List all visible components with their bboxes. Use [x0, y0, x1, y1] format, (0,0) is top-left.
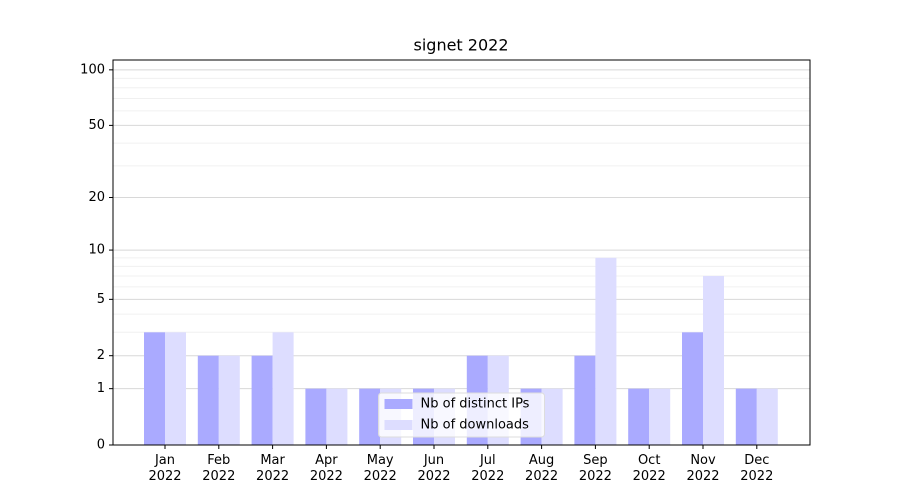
legend-swatch: [384, 399, 413, 409]
bar: [326, 388, 348, 445]
x-tick-label: Nov 2022: [686, 453, 720, 484]
legend: Nb of distinct IPs Nb of downloads: [378, 392, 545, 438]
plot-frame: [112, 59, 811, 446]
bar: [272, 332, 294, 445]
x-tick-label: Jun 2022: [417, 453, 451, 484]
bar: [703, 275, 724, 445]
bar: [541, 388, 563, 445]
x-tick-label: Jan 2022: [148, 453, 182, 484]
x-tick-label: May 2022: [363, 453, 397, 484]
bar: [735, 388, 757, 445]
x-tick-label: Jul 2022: [471, 453, 505, 484]
bar: [165, 332, 186, 445]
y-tick-label: 20: [88, 190, 105, 205]
bar: [649, 388, 671, 445]
x-tick-label: Mar 2022: [256, 453, 290, 484]
bar: [682, 332, 703, 445]
y-tick-label: 10: [88, 243, 105, 258]
x-tick-label: Apr 2022: [309, 453, 343, 484]
bar: [628, 388, 650, 445]
y-tick-label: 5: [97, 292, 105, 307]
x-tick-label: Aug 2022: [525, 453, 559, 484]
bar: [218, 355, 240, 445]
x-tick-label: Oct 2022: [632, 453, 666, 484]
legend-label: Nb of downloads: [421, 418, 530, 433]
bar: [574, 355, 596, 445]
bar: [756, 388, 778, 445]
bar: [144, 332, 165, 445]
y-tick-label: 100: [80, 62, 105, 77]
legend-label: Nb of distinct IPs: [421, 397, 530, 412]
x-tick-label: Sep 2022: [578, 453, 612, 484]
chart-title: signet 2022: [414, 36, 509, 55]
bar: [359, 388, 381, 445]
y-tick-label: 50: [88, 118, 105, 133]
y-tick-label: 0: [97, 438, 105, 453]
legend-box: [378, 392, 545, 438]
y-tick-label: 1: [97, 381, 105, 396]
x-tick-label: Dec 2022: [740, 453, 774, 484]
bar: [305, 388, 327, 445]
bar: [595, 257, 617, 445]
y-tick-label: 2: [97, 348, 105, 363]
x-tick-label: Feb 2022: [202, 453, 236, 484]
bar: [197, 355, 219, 445]
bar: [251, 355, 273, 445]
legend-swatch: [384, 420, 413, 430]
